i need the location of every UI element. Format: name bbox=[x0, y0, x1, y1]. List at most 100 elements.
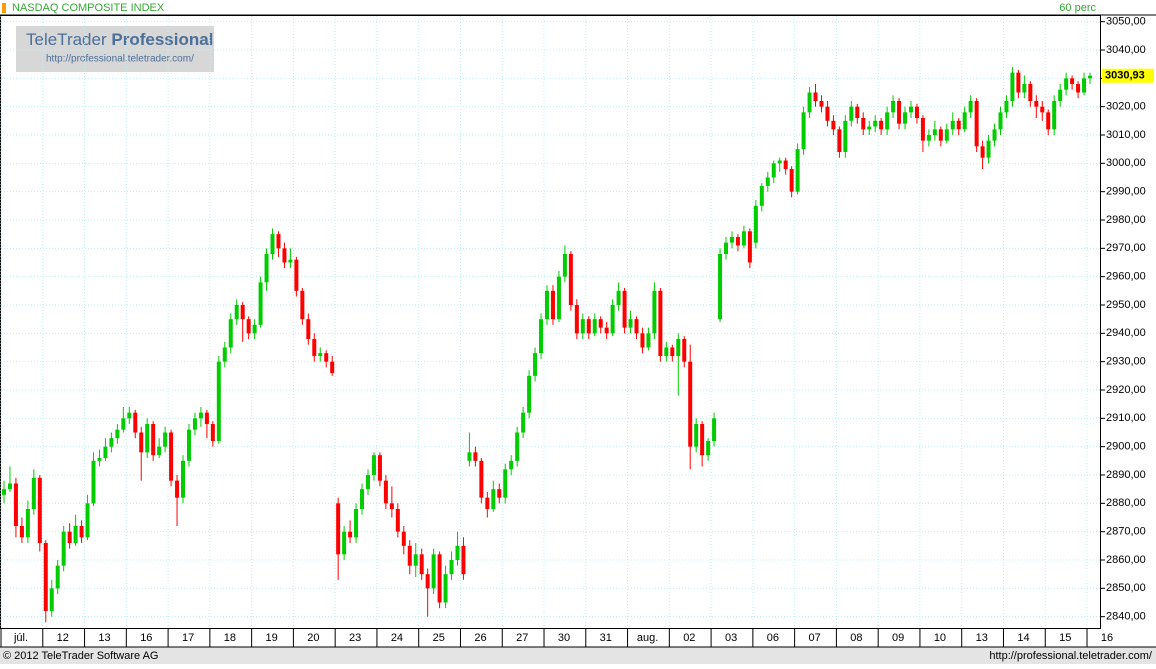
x-tick-label: 31 bbox=[600, 632, 612, 644]
candle-body bbox=[849, 106, 854, 121]
candle-body bbox=[843, 120, 848, 152]
candle-body bbox=[330, 361, 335, 373]
candle-body bbox=[139, 432, 144, 453]
candle-body bbox=[652, 290, 657, 334]
candle-body bbox=[974, 101, 979, 147]
x-tick-label: júl. bbox=[13, 632, 28, 644]
candle-body bbox=[682, 339, 687, 362]
candle-body bbox=[807, 92, 812, 113]
candle-body bbox=[831, 120, 836, 130]
candle-body bbox=[186, 429, 191, 461]
candle-body bbox=[204, 412, 209, 424]
candle-body bbox=[968, 101, 973, 113]
logo-url: http://professional.teletrader.com/ bbox=[46, 54, 194, 65]
candle-body bbox=[658, 290, 663, 356]
interval: 60 perc bbox=[1059, 2, 1096, 14]
candle-body bbox=[676, 339, 681, 356]
candle-body bbox=[67, 531, 72, 543]
y-tick-label: 2880,00 bbox=[1106, 497, 1146, 509]
y-tick-label: 2960,00 bbox=[1106, 271, 1146, 283]
candle-body bbox=[91, 460, 96, 504]
y-tick-label: 3010,00 bbox=[1106, 129, 1146, 141]
y-tick-label: 2990,00 bbox=[1106, 186, 1146, 198]
candle-body bbox=[103, 446, 108, 458]
candle-body bbox=[932, 129, 937, 135]
candle-body bbox=[407, 545, 412, 566]
candle-body bbox=[1028, 84, 1033, 101]
candle-body bbox=[234, 305, 239, 320]
y-tick-label: 2870,00 bbox=[1106, 526, 1146, 538]
candle-body bbox=[395, 509, 400, 532]
candle-body bbox=[646, 333, 651, 348]
candle-body bbox=[885, 112, 890, 130]
candle-body bbox=[580, 319, 585, 334]
candle-body bbox=[389, 503, 394, 509]
candle-body bbox=[455, 545, 460, 560]
y-tick-label: 3040,00 bbox=[1106, 44, 1146, 56]
candle-body bbox=[85, 503, 90, 538]
candle-body bbox=[920, 118, 925, 141]
candle-body bbox=[306, 319, 311, 339]
candle-body bbox=[1088, 75, 1092, 79]
x-tick-label: 18 bbox=[224, 632, 236, 644]
y-tick-label: 3050,00 bbox=[1106, 16, 1146, 28]
x-tick-label: 07 bbox=[809, 632, 821, 644]
candle-body bbox=[342, 531, 347, 555]
candle-body bbox=[586, 319, 591, 334]
candle-body bbox=[1040, 106, 1045, 113]
candle-body bbox=[908, 106, 913, 113]
candle-body bbox=[759, 186, 764, 206]
candle-body bbox=[109, 438, 114, 447]
candle-body bbox=[545, 290, 549, 320]
candle-body bbox=[127, 412, 132, 419]
x-tick-label: 13 bbox=[976, 632, 988, 644]
candle-body bbox=[783, 160, 788, 169]
candle-body bbox=[992, 129, 997, 141]
x-tick-label: 14 bbox=[1017, 632, 1029, 644]
candle-body bbox=[258, 282, 263, 325]
candle-body bbox=[401, 531, 406, 546]
candle-body bbox=[491, 489, 496, 509]
candle-body bbox=[944, 129, 949, 141]
candle-body bbox=[777, 160, 782, 164]
candle-body bbox=[1022, 84, 1027, 93]
y-tick-label: 2950,00 bbox=[1106, 299, 1146, 311]
candle-body bbox=[729, 237, 734, 243]
candle-body bbox=[718, 254, 723, 320]
candle-body bbox=[288, 259, 293, 263]
candle-body bbox=[246, 319, 251, 334]
candle-body bbox=[31, 477, 36, 509]
candle-body bbox=[610, 305, 615, 334]
x-tick-label: 03 bbox=[725, 632, 737, 644]
candle-body bbox=[485, 497, 490, 509]
candles bbox=[2, 67, 1092, 623]
candle-body bbox=[1064, 78, 1069, 90]
last-price-box bbox=[1102, 68, 1154, 83]
x-tick-label: 02 bbox=[683, 632, 695, 644]
candle-body bbox=[634, 319, 639, 334]
candle-body bbox=[1016, 72, 1021, 93]
candle-body bbox=[115, 429, 120, 439]
candle-body bbox=[867, 126, 872, 130]
candle-body bbox=[151, 424, 156, 456]
candle-body bbox=[903, 112, 908, 124]
candle-body bbox=[43, 543, 48, 611]
candle-body bbox=[49, 588, 54, 611]
candle-body bbox=[640, 333, 645, 348]
candle-body bbox=[1076, 84, 1081, 93]
x-tick-label: 17 bbox=[182, 632, 194, 644]
candle-body bbox=[598, 319, 603, 328]
y-tick-label: 2930,00 bbox=[1106, 356, 1146, 368]
candle-body bbox=[2, 489, 6, 495]
candle-body bbox=[938, 129, 943, 141]
candle-body bbox=[801, 112, 806, 150]
candle-body bbox=[461, 545, 466, 575]
candle-body bbox=[210, 424, 215, 441]
x-tick-label: 20 bbox=[307, 632, 319, 644]
candle-body bbox=[222, 347, 227, 362]
candle-body bbox=[550, 290, 555, 320]
candle-body bbox=[318, 353, 323, 356]
candle-body bbox=[300, 290, 305, 320]
candle-body bbox=[25, 509, 30, 538]
